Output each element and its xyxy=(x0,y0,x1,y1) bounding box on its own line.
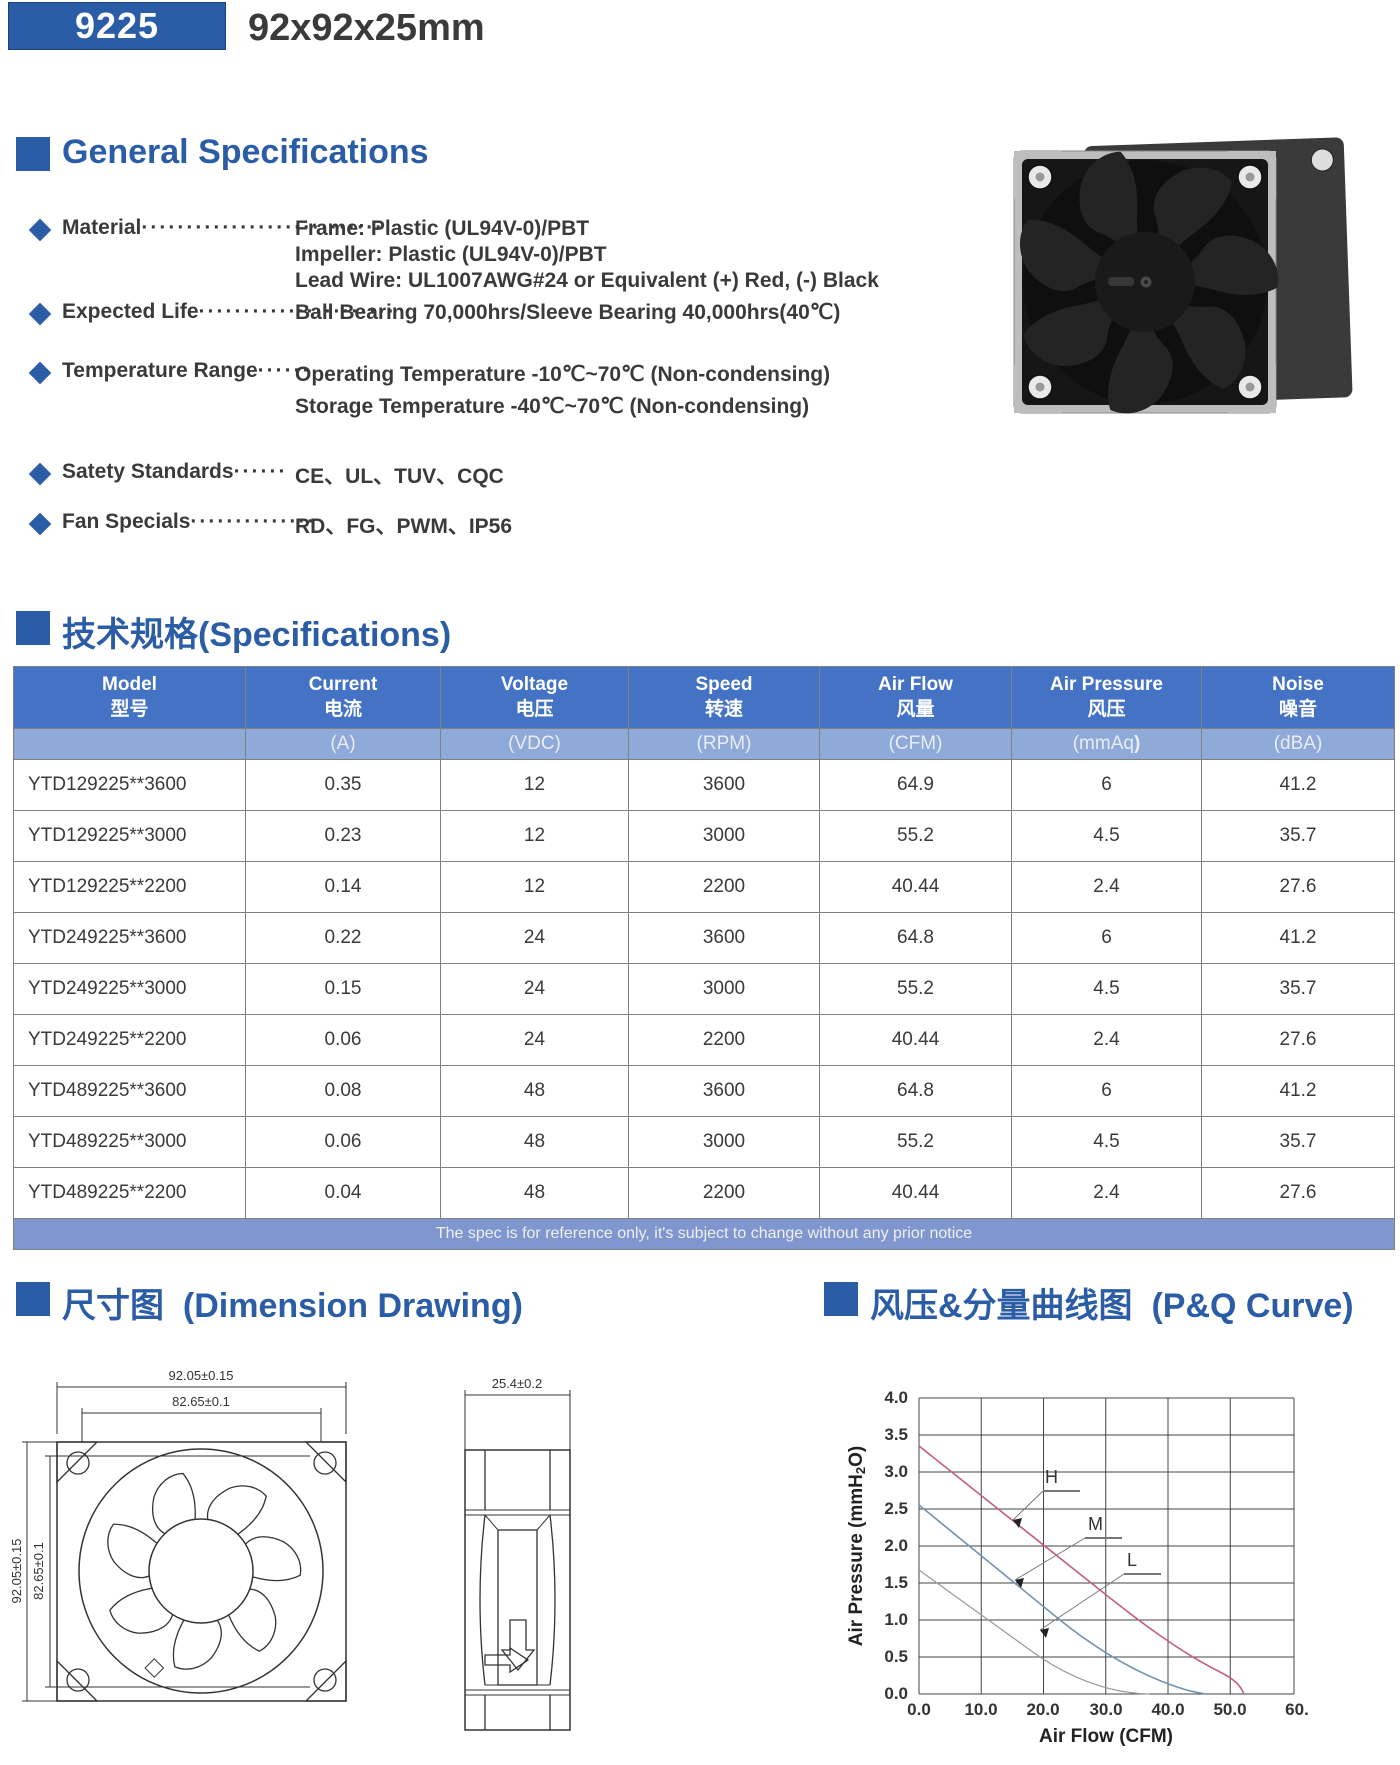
svg-text:0.0: 0.0 xyxy=(884,1684,908,1703)
svg-text:Air Pressure (mmH2O): Air Pressure (mmH2O) xyxy=(846,1446,868,1646)
svg-text:4.0: 4.0 xyxy=(884,1388,908,1407)
svg-text:3.5: 3.5 xyxy=(884,1425,908,1444)
svg-text:40.0: 40.0 xyxy=(1151,1700,1184,1719)
svg-text:2.5: 2.5 xyxy=(884,1499,908,1518)
svg-text:0.0: 0.0 xyxy=(907,1700,931,1719)
svg-text:82.65±0.1: 82.65±0.1 xyxy=(31,1542,46,1600)
svg-text:82.65±0.1: 82.65±0.1 xyxy=(172,1394,230,1409)
svg-text:2.0: 2.0 xyxy=(884,1536,908,1555)
svg-text:50.0: 50.0 xyxy=(1213,1700,1246,1719)
svg-text:30.0: 30.0 xyxy=(1089,1700,1122,1719)
svg-text:0.5: 0.5 xyxy=(884,1647,908,1666)
svg-text:H: H xyxy=(1045,1467,1058,1487)
svg-text:M: M xyxy=(1088,1514,1103,1534)
svg-text:20.0: 20.0 xyxy=(1026,1700,1059,1719)
svg-text:60.: 60. xyxy=(1285,1700,1309,1719)
svg-text:1.5: 1.5 xyxy=(884,1573,908,1592)
svg-text:92.05±0.15: 92.05±0.15 xyxy=(10,1539,24,1604)
svg-text:1.0: 1.0 xyxy=(884,1610,908,1629)
svg-text:Air Flow (CFM): Air Flow (CFM) xyxy=(1039,1726,1173,1747)
svg-text:92.05±0.15: 92.05±0.15 xyxy=(169,1368,234,1383)
svg-text:3.0: 3.0 xyxy=(884,1462,908,1481)
svg-text:L: L xyxy=(1127,1550,1137,1570)
svg-text:10.0: 10.0 xyxy=(964,1700,997,1719)
svg-text:25.4±0.2: 25.4±0.2 xyxy=(492,1376,543,1391)
